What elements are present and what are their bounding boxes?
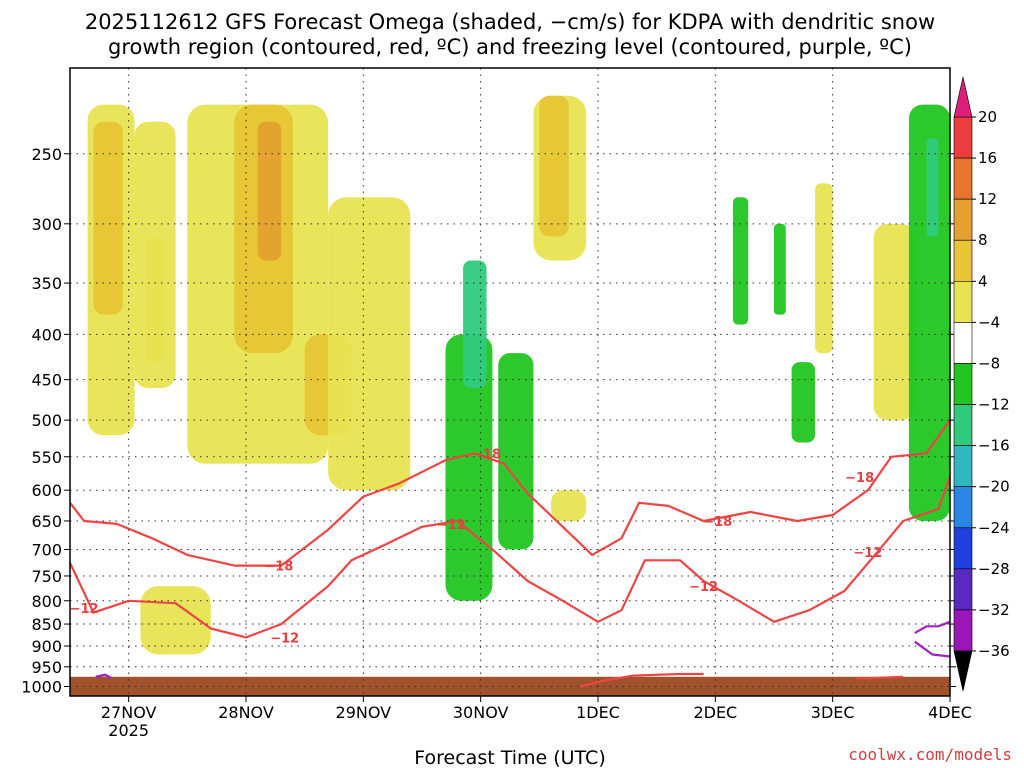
freezing-level-contour [914,640,950,658]
y-tick-label: 800 [31,592,62,611]
y-tick-label: 500 [31,411,62,430]
colorbar-swatch [953,527,973,570]
colorbar-tick-label: 12 [978,190,997,208]
freezing-level-contour [914,620,950,634]
y-axis-ticks: 250 300 350 400 450 500 550 600 650 700 750 800 850 9… [21,145,956,697]
colorbar-swatch [953,486,973,529]
x-tick-label: 30NOV [453,703,509,722]
colorbar-swatch [953,157,973,200]
y-tick-label: 550 [31,448,62,467]
colorbar-tick-label: 4 [978,272,988,290]
y-tick-label: 900 [31,637,62,656]
omega-shade [551,490,587,521]
omega-shade [463,260,487,389]
contour-label: −12 [437,518,466,533]
contour-label: −12 [689,580,718,595]
omega-shade [926,138,939,237]
omega-shade [257,121,282,261]
colorbar-tick-label: −12 [978,396,1010,414]
chart-title-line2: growth region (contoured, red, ºC) and f… [108,35,912,59]
colorbar-tick-label: −8 [978,354,1000,372]
colorbar-swatch [953,198,973,241]
x-tick-label: 29NOV [336,703,392,722]
omega-shade [703,104,722,224]
dgz-contour-tail [856,675,904,680]
colorbar-tick-label: −4 [978,313,1000,331]
contour-label: −18 [472,447,501,462]
y-tick-label: 750 [31,567,62,586]
credit-text: coolwx.com/models [848,745,1012,764]
colorbar-tick-label: −24 [978,519,1010,537]
colorbar-tick-label: 20 [978,108,997,126]
x-axis-label: Forecast Time (UTC) [414,747,605,768]
omega-shade [498,353,534,550]
omega-shading [87,95,950,655]
dgz-contour-minus12 [70,476,950,639]
y-tick-label: 450 [31,371,62,390]
colorbar-tick-label: 8 [978,231,988,249]
colorbar-swatch [953,281,973,323]
contour-label: −18 [264,560,293,575]
y-tick-label: 350 [31,274,62,293]
contour-label: −12 [270,631,299,646]
y-tick-label: 300 [31,215,62,234]
omega-shade [873,223,915,421]
y-tick-label: 1000 [21,678,62,697]
colorbar-swatch [953,322,973,364]
omega-shade [328,197,411,491]
contour-label: −12 [853,546,882,561]
omega-shade [908,104,950,521]
y-tick-label: 850 [31,615,62,634]
colorbar-swatch [953,609,973,652]
colorbar-tick-label: −32 [978,601,1010,619]
colorbar-tick-label: 16 [978,149,997,167]
colorbar-swatch [953,239,973,282]
omega-shade [93,121,123,315]
y-tick-label: 700 [31,540,62,559]
y-tick-label: 250 [31,145,62,164]
y-tick-label: 600 [31,481,62,500]
x-tick-label: 3DEC [811,703,855,722]
omega-shade [815,183,833,354]
terrain-bar [70,676,950,696]
colorbar-swatch [953,445,973,487]
colorbar-swatch [953,568,973,611]
contour-label: −12 [70,602,99,617]
colorbar-tick-label: −20 [978,478,1010,496]
plot-frame [69,67,951,697]
y-tick-label: 950 [31,658,62,677]
x-tick-label: 1DEC [576,703,620,722]
x-tick-sublabel: 2025 [108,721,149,740]
y-tick-label: 650 [31,512,62,531]
y-tick-label: 400 [31,325,62,344]
x-tick-label: 27NOV [101,703,157,722]
freezing-level-contour [95,673,112,680]
x-tick-label: 2DEC [693,703,737,722]
colorbar-swatch [953,116,973,159]
omega-shade [732,197,749,325]
terrain-ground [70,676,950,696]
contour-label: −18 [845,471,874,486]
colorbar-top-arrow [953,76,973,118]
chart-title-line1: 2025112612 GFS Forecast Omega (shaded, −… [85,10,935,34]
colorbar-tick-label: −28 [978,560,1010,578]
x-tick-label: 28NOV [218,703,274,722]
colorbar-swatch [953,404,973,446]
colorbar: 20 16 12 8 4 −4 −8 −12 −16 −20 −24 −28 −32 −36 [953,76,1010,692]
colorbar-swatch [953,363,973,405]
omega-shade [791,362,816,443]
x-tick-label: 4DEC [928,703,972,722]
colorbar-tick-label: −16 [978,437,1010,455]
omega-shade [774,223,786,315]
omega-shade [134,121,176,389]
contour-lines: −18 −18 −18 −18 −12 −12 −12 −12 −12 [70,419,950,688]
colorbar-bottom-arrow [953,650,973,692]
dgz-contour-tail [580,672,704,688]
contour-label: −18 [703,515,732,530]
colorbar-tick-label: −36 [978,642,1010,660]
omega-shade [539,95,569,237]
dgz-contour-minus18 [70,419,950,567]
